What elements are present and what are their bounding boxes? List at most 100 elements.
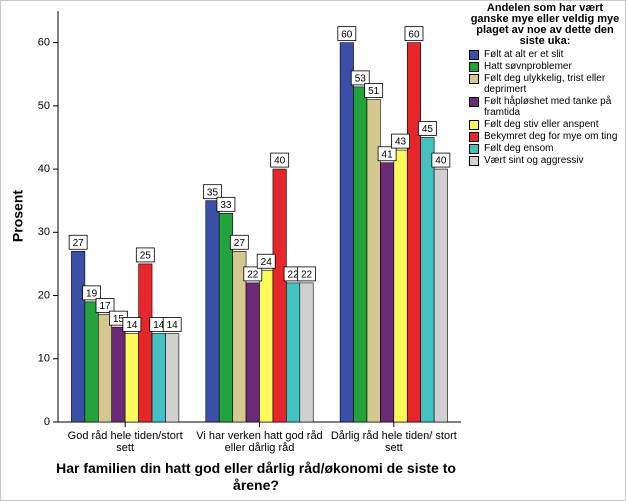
x-axis-label: Har familien din hatt god eller dårlig r… — [56, 460, 456, 493]
legend-swatch — [469, 120, 479, 130]
data-label-box — [229, 234, 249, 250]
data-label-box — [418, 121, 437, 136]
bar — [433, 168, 448, 423]
bar — [84, 301, 99, 423]
data-label-box — [162, 317, 182, 332]
data-label: 51 — [368, 86, 380, 97]
data-label: 60 — [408, 29, 420, 40]
legend-label: Følt deg ulykkelig, trist eller deprimer… — [484, 73, 606, 95]
data-label-box — [256, 253, 276, 269]
bar — [406, 42, 421, 423]
data-label-box — [350, 70, 370, 86]
data-label: 27 — [234, 238, 246, 249]
data-label-box — [297, 266, 316, 282]
legend-label: Følt deg ensom — [484, 143, 554, 154]
data-label-box — [95, 298, 115, 313]
data-label-box — [364, 83, 384, 98]
legend-entry: Bekymret deg for mye om ting — [467, 131, 623, 142]
data-label-box — [404, 26, 424, 42]
data-label-box — [68, 234, 88, 250]
data-label-box — [270, 152, 290, 168]
data-label: 25 — [140, 251, 152, 262]
legend-entry: Følt håpløshet med tanke på framtida — [467, 96, 623, 118]
bar — [259, 269, 274, 423]
data-label: 40 — [435, 156, 447, 167]
data-label-box — [203, 184, 222, 200]
data-label: 33 — [220, 200, 232, 211]
data-label-box — [82, 285, 101, 301]
legend-entry: Følt deg ensom — [467, 143, 623, 154]
legend-entry: Følt at alt er et slit — [467, 49, 623, 60]
bar — [393, 149, 408, 423]
bar — [205, 200, 220, 423]
legend-swatch — [469, 156, 479, 166]
legend-swatch — [469, 74, 479, 84]
bar — [71, 250, 86, 423]
data-label: 43 — [395, 137, 407, 148]
legend-label: Bekymret deg for mye om ting — [484, 131, 618, 142]
y-tick-label: 0 — [44, 416, 50, 428]
legend-swatch — [469, 144, 479, 154]
bar — [272, 168, 287, 423]
legend-swatch — [469, 132, 479, 142]
bar — [165, 333, 180, 423]
bar — [286, 282, 301, 423]
x-tick-label: Dårlig råd hele tiden/ stort sett — [330, 430, 457, 454]
bar — [299, 282, 314, 423]
data-label: 22 — [288, 270, 300, 281]
legend-swatch — [469, 97, 479, 107]
data-label: 45 — [422, 124, 434, 135]
legend-label: Følt deg stiv eller anspent — [484, 119, 599, 130]
bar — [151, 333, 166, 423]
legend-entry: Hatt søvnproblemer — [467, 61, 623, 72]
data-label-box — [391, 133, 410, 149]
legend-label: Følt at alt er et slit — [484, 49, 564, 60]
bar — [98, 314, 113, 423]
y-tick-label: 30 — [38, 226, 50, 238]
y-axis-label: Prosent — [10, 190, 26, 242]
bar — [353, 86, 368, 423]
y-tick-label: 10 — [38, 353, 50, 365]
legend-label: Følt håpløshet med tanke på framtida — [484, 96, 612, 118]
legend-entry: Følt deg ulykkelig, trist eller deprimer… — [467, 73, 623, 95]
x-tick-label: Vi har verken hatt god råd eller dårlig … — [196, 430, 323, 454]
data-label: 60 — [341, 29, 353, 40]
data-label-box — [377, 146, 397, 162]
bar — [111, 326, 126, 423]
y-tick-label: 60 — [38, 37, 50, 49]
data-label: 14 — [167, 320, 179, 331]
data-label: 19 — [86, 289, 98, 300]
y-tick-label: 40 — [38, 163, 50, 175]
data-label: 14 — [153, 320, 165, 331]
data-label: 15 — [113, 314, 125, 325]
data-label-box — [216, 196, 236, 212]
legend-entry: Vært sint og aggressiv — [467, 155, 623, 166]
y-tick-label: 50 — [38, 100, 50, 112]
data-label: 53 — [355, 74, 367, 85]
data-label: 40 — [274, 156, 286, 167]
bar — [245, 282, 260, 423]
data-label-box — [337, 26, 357, 42]
data-label: 22 — [247, 270, 259, 281]
x-tick-label: God råd hele tiden/stort sett — [67, 430, 183, 454]
data-label: 24 — [261, 257, 273, 268]
data-label: 17 — [99, 301, 111, 312]
data-label: 27 — [73, 238, 85, 249]
legend-label: Hatt søvnproblemer — [484, 61, 572, 72]
data-label: 14 — [126, 320, 138, 331]
bar — [380, 162, 395, 423]
legend-title: Andelen som har vært ganske mye eller ve… — [470, 2, 620, 47]
data-label: 22 — [301, 270, 313, 281]
legend-swatch — [469, 62, 479, 72]
legend-swatch — [469, 50, 479, 60]
y-tick-label: 20 — [38, 289, 50, 301]
bar — [420, 137, 435, 423]
bar — [124, 333, 139, 423]
legend-label: Vært sint og aggressiv — [484, 155, 584, 166]
data-label-box — [122, 317, 142, 332]
data-label-box — [243, 266, 263, 282]
data-label: 35 — [207, 187, 219, 198]
data-label: 41 — [382, 149, 394, 160]
